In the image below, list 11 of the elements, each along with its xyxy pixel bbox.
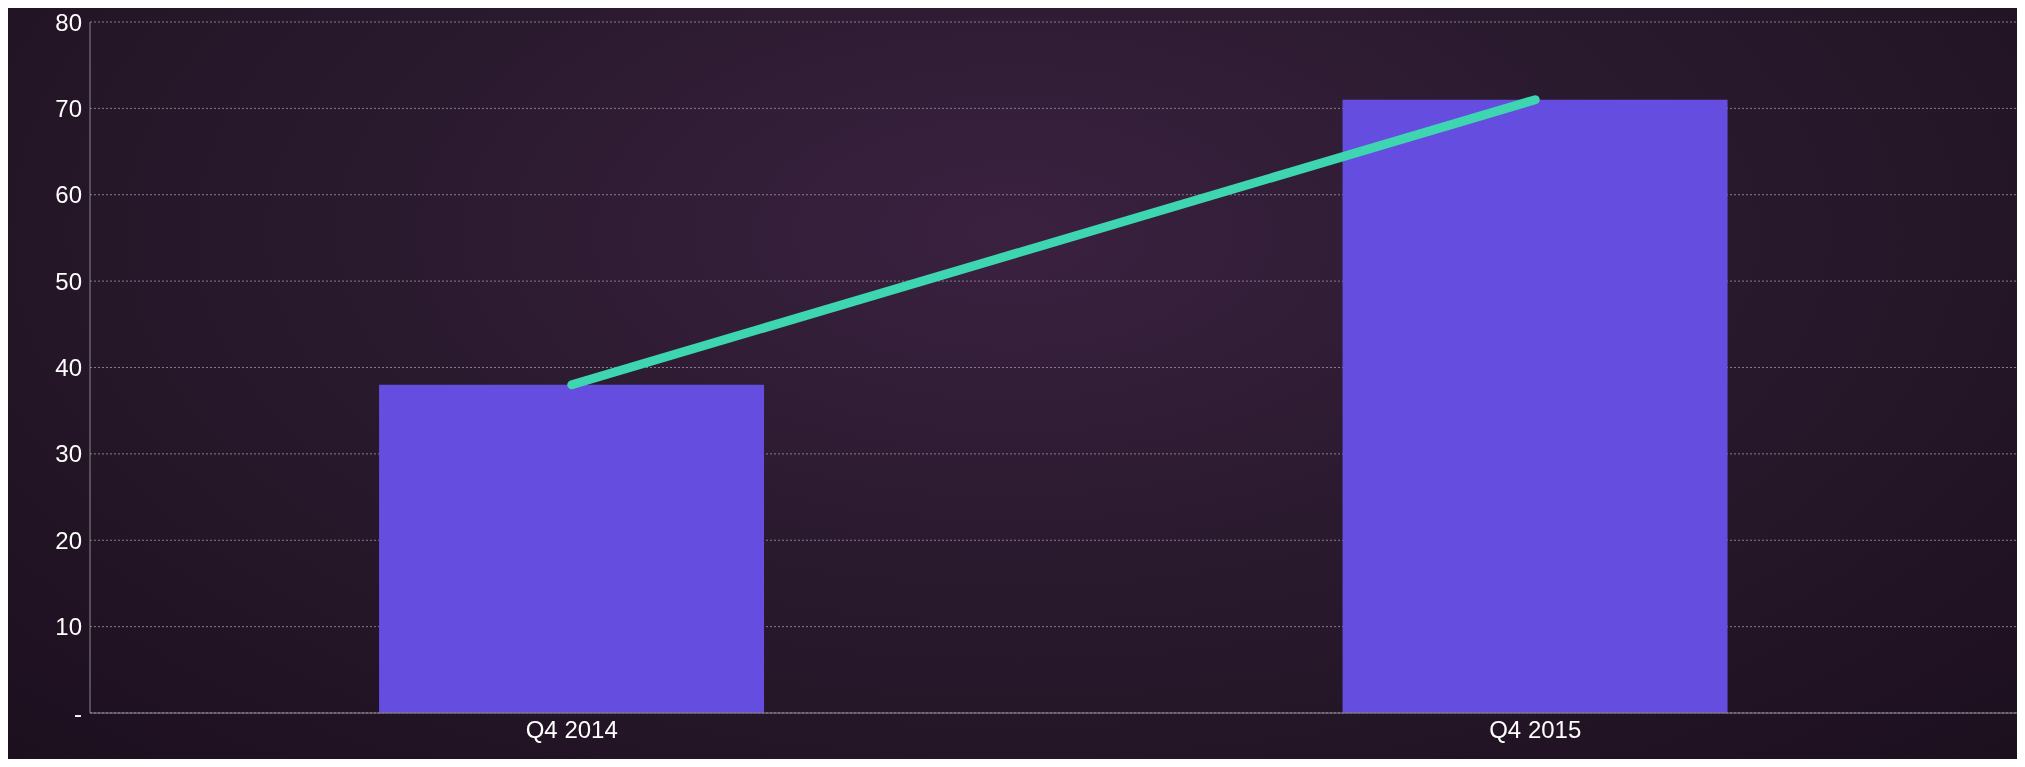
x-tick-label: Q4 2015	[1489, 716, 1582, 744]
y-tick-label: 30	[55, 440, 82, 468]
y-tick-label: 70	[55, 94, 82, 122]
y-tick-label: 50	[55, 267, 82, 295]
x-tick-label: Q4 2014	[525, 716, 618, 744]
y-tick-label: 60	[55, 181, 82, 209]
y-tick-label: 10	[55, 613, 82, 641]
y-tick-label: 80	[55, 8, 82, 36]
y-tick-label: 40	[55, 354, 82, 382]
y-tick-label: -	[74, 699, 82, 727]
y-tick-label: 20	[55, 526, 82, 554]
